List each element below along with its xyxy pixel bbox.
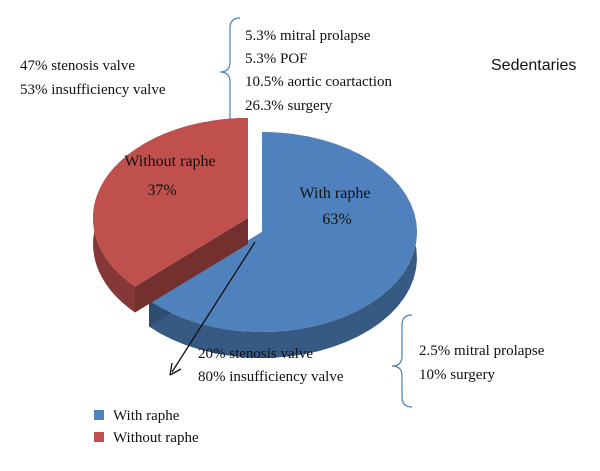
legend-label-without-raphe: Without raphe	[113, 430, 199, 446]
legend-label-with-raphe: With raphe	[113, 408, 180, 424]
annotation-without-raphe-assoc-4: 26.3% surgery	[245, 98, 333, 114]
slice-label-with-raphe: With raphe	[300, 185, 371, 202]
annotation-with-raphe-valve-2: 80% insufficiency valve	[198, 369, 344, 385]
slice-label-without-raphe: Without raphe	[124, 153, 215, 170]
legend-swatch-without-raphe	[94, 432, 104, 442]
pie-slice-with-raphe	[149, 132, 417, 332]
arrow-head	[169, 362, 182, 376]
slice-value-without-raphe: 37%	[147, 182, 176, 199]
annotation-without-raphe-valve-1: 47% stenosis valve	[20, 58, 135, 74]
brace-bottom	[391, 314, 413, 408]
pie-slice-wall-without-raphe-0	[135, 218, 248, 313]
chart-title: Sedentaries	[491, 57, 576, 74]
slice-value-with-raphe: 63%	[322, 211, 351, 228]
brace-top	[219, 17, 241, 129]
arrow-line	[171, 241, 256, 373]
annotation-with-raphe-assoc-1: 2.5% mitral prolapse	[419, 343, 545, 359]
pie-slice-side-with-raphe	[149, 132, 417, 358]
annotation-with-raphe-valve-1: 20% stenosis valve	[198, 346, 313, 362]
annotation-with-raphe-assoc-2: 10% surgery	[419, 367, 495, 383]
pie-slice-without-raphe	[93, 118, 249, 287]
pie-group	[93, 118, 417, 358]
annotation-without-raphe-assoc-1: 5.3% mitral prolapse	[245, 28, 371, 44]
annotation-without-raphe-valve-2: 53% insufficiency valve	[20, 82, 166, 98]
annotation-without-raphe-assoc-3: 10.5% aortic coartaction	[245, 74, 393, 90]
annotation-without-raphe-assoc-2: 5.3% POF	[245, 51, 308, 67]
legend-swatch-with-raphe	[94, 410, 104, 420]
